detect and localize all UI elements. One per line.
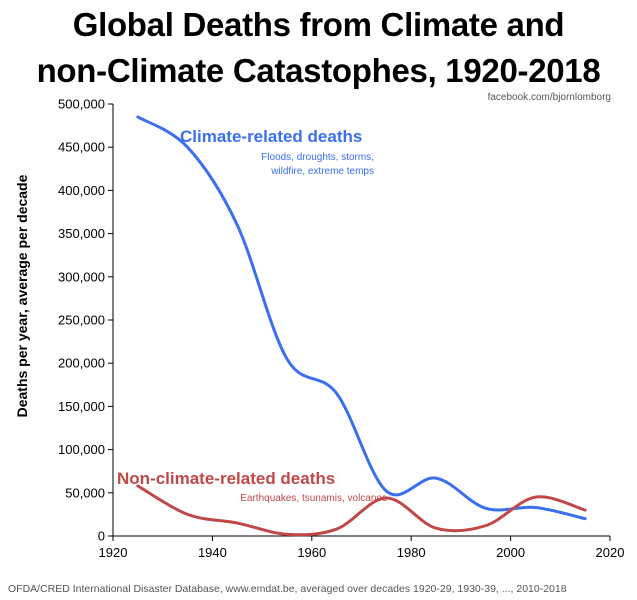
- x-tick-label: 1960: [297, 545, 326, 560]
- y-tick-label: 200,000: [58, 356, 105, 371]
- y-tick-label: 400,000: [58, 183, 105, 198]
- x-tick-label: 2000: [496, 545, 525, 560]
- x-ticks: 1920 1940 1960 1980 2000 2020: [99, 536, 625, 560]
- x-tick-label: 1940: [198, 545, 227, 560]
- y-tick-label: 100,000: [58, 442, 105, 457]
- nonclimate-series-label: Non-climate-related deaths: [117, 469, 335, 488]
- chart-title: Global Deaths from Climate and non-Clima…: [0, 2, 637, 94]
- y-tick-label: 150,000: [58, 399, 105, 414]
- y-tick-label: 250,000: [58, 313, 105, 328]
- chart-title-line1: Global Deaths from Climate and: [72, 6, 565, 43]
- x-tick-label: 1920: [99, 545, 128, 560]
- chart-title-line2: non-Climate Catastophes, 1920-2018: [36, 52, 601, 89]
- climate-series-note-1: Floods, droughts, storms,: [261, 152, 374, 163]
- x-tick-label: 2020: [596, 545, 625, 560]
- climate-deaths-line: [136, 115, 587, 521]
- y-tick-label: 350,000: [58, 226, 105, 241]
- y-tick-label: 500,000: [58, 97, 105, 112]
- y-tick-label: 300,000: [58, 269, 105, 284]
- series-group: [136, 115, 587, 537]
- credit-text: facebook.com/bjornlomborg: [487, 92, 611, 103]
- y-tick-label: 50,000: [65, 485, 105, 500]
- nonclimate-series-note: Earthquakes, tsunamis, volcanos: [240, 493, 387, 504]
- y-axis-label: Deaths per year, average per decade: [14, 174, 30, 417]
- climate-series-note-2: wildfire, extreme temps: [270, 166, 374, 177]
- climate-series-label: Climate-related deaths: [180, 127, 362, 146]
- y-tick-label: 0: [98, 529, 105, 544]
- y-ticks: 0 50,000 100,000 150,000 200,000 250,000 300,0…: [58, 97, 113, 544]
- footer-source: OFDA/CRED International Disaster Databas…: [8, 583, 567, 595]
- nonclimate-deaths-line: [136, 484, 587, 537]
- y-tick-label: 450,000: [58, 140, 105, 155]
- x-tick-label: 1980: [397, 545, 426, 560]
